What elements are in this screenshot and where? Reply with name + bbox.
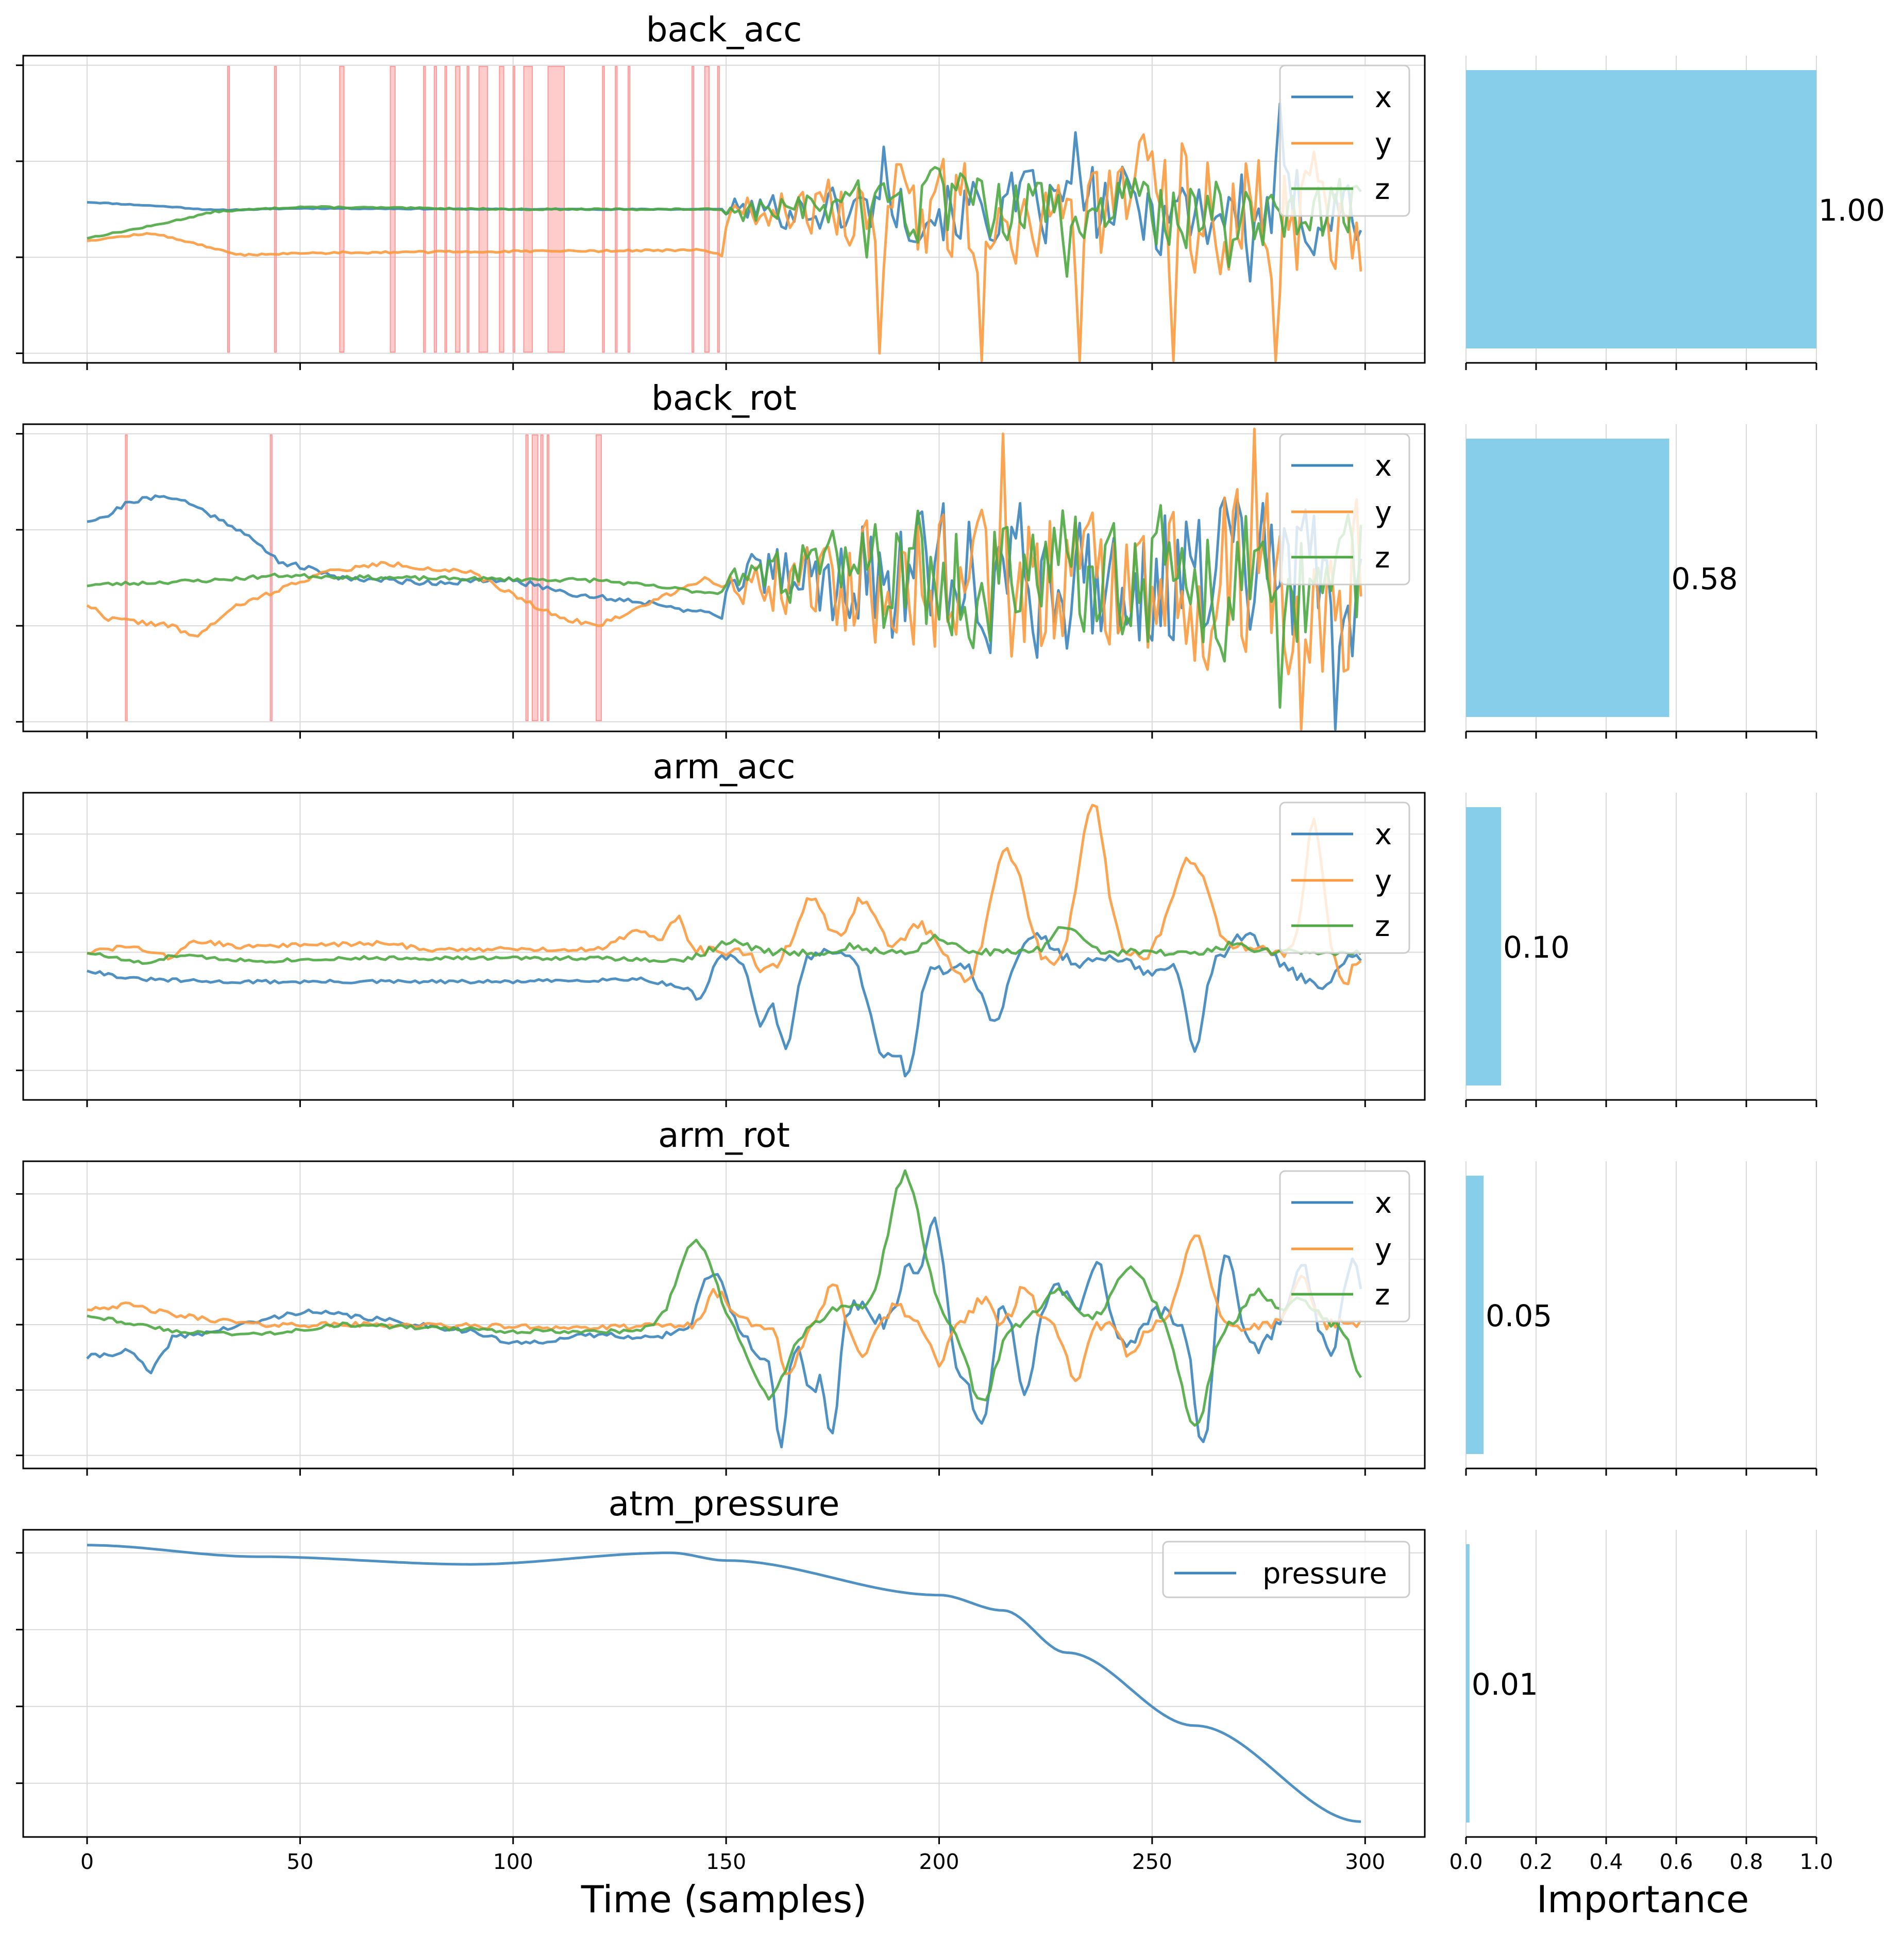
panel-title-back-rot: back_rot [651,378,797,418]
legend-arm-acc: x y z [1279,801,1410,954]
legend-label-pressure: pressure [1262,1557,1387,1591]
legend-back-rot: x y z [1279,433,1410,586]
panel-atm-pressure: atm_pressure 0 50 100 150 200 250 300 pressure [16,1484,1426,1874]
x-tick-label: 250 [1132,1849,1172,1874]
series-line-y [87,1234,1362,1382]
highlight-region [595,434,602,722]
series-line-y [87,804,1362,985]
importance-bar [1466,70,1816,348]
importance-tick-label: 0.2 [1519,1849,1553,1874]
x-tick-label: 150 [706,1849,746,1874]
series-line-y [87,133,1362,362]
importance-bar [1466,807,1501,1085]
axis-ticks-back-rot [16,433,1366,739]
panel-arm-acc: arm_acc x y z [16,747,1426,1107]
x-tick-label: 300 [1345,1849,1385,1874]
series-line-z [87,504,1362,709]
legend-label-x: x [1375,1187,1392,1220]
legend-label-x: x [1375,818,1392,851]
plot-frame-back-acc [22,55,1426,364]
series-line-z [87,926,1362,965]
line-area-atm-pressure [23,1530,1425,1837]
legend-box-back-rot [1279,433,1410,586]
legend-label-z: z [1375,910,1390,943]
importance-tick-label: 1.0 [1799,1849,1833,1874]
x-tick-label: 0 [80,1849,94,1874]
series-line-z [87,166,1362,278]
panel-title-arm-rot: arm_rot [658,1115,790,1155]
legend-label-y: y [1375,127,1392,161]
importance-row-atm_pressure: 0.01 0.0 0.2 0.4 0.6 0.8 1.0 [1449,1530,1833,1874]
importance-bar [1466,439,1670,717]
panel-back-acc: back_acc x y z [16,10,1426,370]
legend-label-y: y [1375,496,1392,529]
legend-label-y: y [1375,1233,1392,1266]
legend-box-atm-pressure [1162,1541,1410,1598]
line-area-back-rot [23,424,1425,731]
x-axis-label-time: Time (samples) [581,1878,867,1921]
importance-tick-label: 0.8 [1729,1849,1763,1874]
importance-row-arm_acc: 0.10 [1465,793,1817,1107]
importance-value-label: 0.01 [1472,1667,1538,1702]
importance-tick-label: 0.4 [1589,1849,1623,1874]
series-line-pressure [87,1544,1361,1823]
legend-label-z: z [1375,1278,1390,1312]
plot-frame-back-rot [22,423,1426,732]
importance-value-label: 0.10 [1503,930,1570,965]
plot-frame-arm-acc [22,792,1426,1101]
importance-row-arm_rot: 0.05 [1465,1161,1817,1476]
highlight-region [546,434,550,722]
plot-frame-atm-pressure [22,1529,1426,1838]
panel-back-rot: back_rot x y z [16,378,1426,739]
highlight-region [269,434,273,722]
importance-row-back_acc: 1.00 [1465,56,1885,370]
panel-title-arm-acc: arm_acc [653,747,796,787]
axis-ticks-arm-acc [16,833,1366,1107]
importance-chart: 1.00 0.58 0.10 0.05 0.01 0.0 0.2 0.4 0.6 0.8 1.0 [1449,56,1885,1874]
legend-label-x: x [1375,449,1392,483]
line-area-arm-acc [23,793,1425,1100]
legend-box-back-acc [1279,64,1410,217]
importance-value-label: 0.05 [1486,1298,1552,1333]
legend-box-arm-rot [1279,1170,1410,1323]
x-tick-label: 200 [919,1849,959,1874]
series-line-z [87,1169,1362,1427]
axis-ticks-back-acc [16,64,1366,370]
importance-value-label: 0.58 [1671,561,1738,596]
x-axis-label-importance: Importance [1537,1878,1749,1921]
legend-label-z: z [1375,173,1390,206]
series-line-x [87,931,1362,1078]
importance-tick-label: 0.0 [1449,1849,1482,1874]
panel-arm-rot: arm_rot x y z [16,1115,1426,1476]
x-tick-label: 50 [287,1849,313,1874]
axis-ticks-atm-pressure: 0 50 100 150 200 250 300 [16,1552,1385,1874]
axis-ticks-arm-rot [16,1193,1366,1476]
importance-tick-label: 0.6 [1659,1849,1693,1874]
legend-label-x: x [1375,81,1392,114]
importance-bar [1466,1176,1484,1454]
importance-row-back_rot: 0.58 [1465,424,1817,739]
x-tick-label: 100 [493,1849,533,1874]
importance-value-label: 1.00 [1818,193,1885,228]
importance-bar [1466,1544,1470,1823]
legend-back-acc: x y z [1279,64,1410,217]
highlight-region [125,434,128,722]
legend-box-arm-acc [1279,801,1410,954]
legend-label-y: y [1375,864,1392,898]
legend-label-z: z [1375,541,1390,575]
panel-title-atm-pressure: atm_pressure [609,1484,840,1524]
series-line-x [86,1216,1362,1448]
legend-atm-pressure: pressure [1162,1541,1410,1598]
panel-title-back-acc: back_acc [646,10,802,49]
plot-frame-arm-rot [22,1160,1426,1469]
legend-arm-rot: x y z [1279,1170,1410,1323]
highlight-region [540,434,544,722]
